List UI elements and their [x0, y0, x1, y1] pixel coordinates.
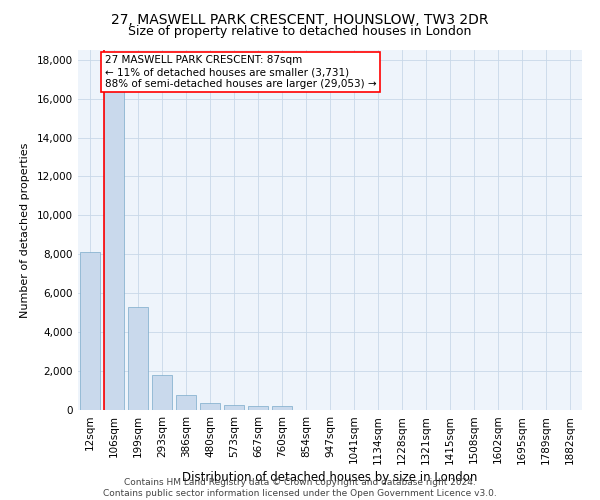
Text: Contains HM Land Registry data © Crown copyright and database right 2024.
Contai: Contains HM Land Registry data © Crown c…: [103, 478, 497, 498]
Y-axis label: Number of detached properties: Number of detached properties: [20, 142, 30, 318]
Bar: [200, 403, 220, 410]
Bar: [104, 89, 124, 410]
Bar: [176, 396, 196, 410]
X-axis label: Distribution of detached houses by size in London: Distribution of detached houses by size …: [182, 470, 478, 484]
Bar: [224, 405, 244, 410]
Text: 27 MASWELL PARK CRESCENT: 87sqm
← 11% of detached houses are smaller (3,731)
88%: 27 MASWELL PARK CRESCENT: 87sqm ← 11% of…: [105, 56, 377, 88]
Text: 27, MASWELL PARK CRESCENT, HOUNSLOW, TW3 2DR: 27, MASWELL PARK CRESCENT, HOUNSLOW, TW3…: [111, 12, 489, 26]
Bar: [152, 375, 172, 410]
Bar: [128, 307, 148, 410]
Bar: [272, 406, 292, 410]
Text: Size of property relative to detached houses in London: Size of property relative to detached ho…: [128, 25, 472, 38]
Bar: [80, 252, 100, 410]
Bar: [248, 406, 268, 410]
